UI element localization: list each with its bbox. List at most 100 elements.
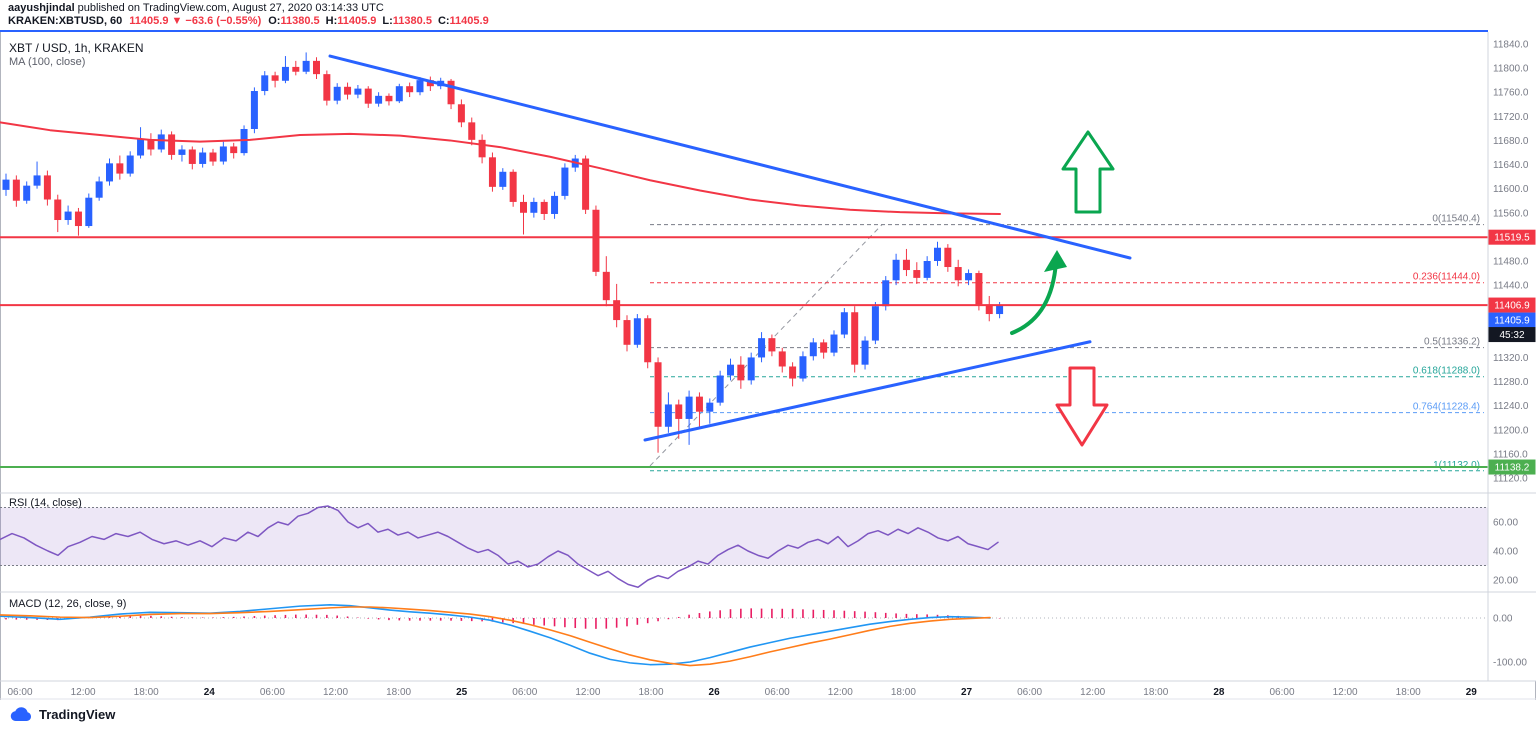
price-scale-labels[interactable]: 11840.0 11800.0 11760.0 11720.0 11680.0 11640… bbox=[1488, 40, 1536, 669]
svg-text:11560.0: 11560.0 bbox=[1493, 208, 1529, 219]
ma-legend-label[interactable]: MA (100, close) bbox=[9, 56, 86, 68]
svg-text:11480.0: 11480.0 bbox=[1493, 257, 1529, 268]
svg-text:11519.5: 11519.5 bbox=[1494, 233, 1530, 244]
svg-text:12:00: 12:00 bbox=[1080, 687, 1105, 698]
chart-top-border bbox=[0, 30, 1536, 32]
svg-text:60.00: 60.00 bbox=[1493, 518, 1518, 529]
svg-text:26: 26 bbox=[709, 687, 721, 698]
svg-text:11680.0: 11680.0 bbox=[1493, 136, 1529, 147]
low-value: 11380.5 bbox=[392, 15, 432, 27]
svg-text:20.00: 20.00 bbox=[1493, 576, 1518, 587]
footer: TradingView bbox=[0, 700, 1536, 729]
svg-text:0.5(11336.2): 0.5(11336.2) bbox=[1424, 337, 1480, 348]
svg-text:11840.0: 11840.0 bbox=[1493, 40, 1529, 51]
low-label: L: bbox=[382, 15, 393, 27]
header: aayushjindal published on TradingView.com… bbox=[0, 0, 1536, 30]
time-axis[interactable] bbox=[0, 681, 1488, 700]
main-series-title[interactable]: XBT / USD, 1h, KRAKEN bbox=[9, 41, 144, 55]
svg-text:11600.0: 11600.0 bbox=[1493, 184, 1529, 195]
author-name: aayushjindal bbox=[8, 2, 75, 14]
svg-text:06:00: 06:00 bbox=[765, 687, 790, 698]
down-arrow[interactable] bbox=[1055, 366, 1109, 447]
tradingview-logo-text[interactable]: TradingView bbox=[39, 707, 116, 722]
svg-text:06:00: 06:00 bbox=[1017, 687, 1042, 698]
close-value: 11405.9 bbox=[449, 15, 489, 27]
close-label: C: bbox=[437, 15, 450, 27]
curved-up-arrow[interactable] bbox=[1010, 260, 1058, 335]
svg-text:18:00: 18:00 bbox=[1143, 687, 1168, 698]
svg-text:-100.00: -100.00 bbox=[1493, 658, 1527, 669]
svg-text:45:32: 45:32 bbox=[1499, 330, 1524, 341]
svg-text:1(11132.0): 1(11132.0) bbox=[1433, 460, 1480, 471]
svg-text:11138.2: 11138.2 bbox=[1495, 463, 1530, 474]
svg-text:06:00: 06:00 bbox=[260, 687, 285, 698]
chart-canvas[interactable]: 0(11540.4) 0.236(11444.0) 0.5(11336.2) 0.61… bbox=[0, 30, 1536, 700]
macd-legend[interactable]: MACD (12, 26, close, 9) bbox=[9, 598, 126, 610]
svg-text:18:00: 18:00 bbox=[134, 687, 159, 698]
open-value: 11380.5 bbox=[280, 15, 320, 27]
chart-area[interactable]: 0(11540.4) 0.236(11444.0) 0.5(11336.2) 0.61… bbox=[0, 30, 1536, 700]
svg-text:12:00: 12:00 bbox=[71, 687, 96, 698]
svg-text:12:00: 12:00 bbox=[323, 687, 348, 698]
countdown-badge: 45:32 bbox=[1488, 327, 1536, 343]
macd-legend-label[interactable]: MACD (12, 26, close, 9) bbox=[9, 598, 127, 610]
curved-up-arrow-head[interactable] bbox=[1044, 250, 1067, 272]
svg-text:11240.0: 11240.0 bbox=[1493, 401, 1529, 412]
svg-text:11280.0: 11280.0 bbox=[1493, 377, 1529, 388]
ascending-support-trendline[interactable] bbox=[643, 340, 1092, 442]
svg-text:24: 24 bbox=[204, 687, 216, 698]
ma-100-line bbox=[0, 121, 1001, 215]
macd-panel bbox=[0, 603, 1488, 667]
price-line-badge: 11519.5 bbox=[1488, 229, 1536, 245]
svg-text:18:00: 18:00 bbox=[891, 687, 916, 698]
svg-text:0.00: 0.00 bbox=[1493, 614, 1513, 625]
svg-text:0.764(11228.4): 0.764(11228.4) bbox=[1413, 402, 1480, 413]
svg-text:28: 28 bbox=[1213, 687, 1225, 698]
last-price-badge: 11405.9 bbox=[1488, 312, 1536, 328]
svg-text:11320.0: 11320.0 bbox=[1493, 353, 1529, 364]
svg-text:06:00: 06:00 bbox=[1269, 687, 1294, 698]
svg-text:25: 25 bbox=[456, 687, 468, 698]
rsi-legend[interactable]: RSI (14, close) bbox=[9, 497, 82, 509]
svg-text:11120.0: 11120.0 bbox=[1493, 474, 1528, 485]
price-change: ▼ −63.6 (−0.55%) bbox=[171, 15, 262, 27]
svg-text:12:00: 12:00 bbox=[575, 687, 600, 698]
rsi-legend-label[interactable]: RSI (14, close) bbox=[9, 497, 82, 509]
ma-legend[interactable]: MA (100, close) bbox=[9, 56, 85, 68]
svg-text:11405.9: 11405.9 bbox=[1494, 316, 1530, 327]
high-label: H: bbox=[325, 15, 338, 27]
symbol-info-row: KRAKEN:XBTUSD, 60 11405.9 ▼ −63.6 (−0.55%)… bbox=[8, 15, 1528, 28]
descending-resistance-trendline[interactable] bbox=[328, 54, 1132, 260]
macd-signal-line bbox=[0, 606, 991, 667]
up-arrow[interactable] bbox=[1061, 130, 1115, 214]
price-line-badge: 11406.9 bbox=[1488, 297, 1536, 313]
svg-text:0(11540.4): 0(11540.4) bbox=[1432, 214, 1480, 225]
high-value: 11405.9 bbox=[337, 15, 377, 27]
svg-text:11720.0: 11720.0 bbox=[1493, 112, 1529, 123]
svg-text:11640.0: 11640.0 bbox=[1493, 160, 1529, 171]
candlestick-series bbox=[2, 52, 1004, 453]
svg-text:0.236(11444.0): 0.236(11444.0) bbox=[1413, 272, 1480, 283]
symbol-name: KRAKEN:XBTUSD, 60 bbox=[8, 15, 123, 27]
price-axis-bg bbox=[1488, 30, 1536, 681]
main-series-legend[interactable]: XBT / USD, 1h, KRAKEN bbox=[9, 41, 144, 55]
svg-text:0.618(11288.0): 0.618(11288.0) bbox=[1413, 366, 1480, 377]
svg-text:18:00: 18:00 bbox=[386, 687, 411, 698]
price-axis[interactable] bbox=[1489, 32, 1536, 681]
time-scale-labels[interactable]: 06:00 12:00 18:00 24 06:00 12:00 18:00 25 06:00 1… bbox=[7, 687, 1477, 698]
svg-text:11200.0: 11200.0 bbox=[1493, 425, 1529, 436]
svg-text:11440.0: 11440.0 bbox=[1493, 281, 1529, 292]
svg-text:18:00: 18:00 bbox=[638, 687, 663, 698]
svg-text:06:00: 06:00 bbox=[7, 687, 32, 698]
rsi-line bbox=[0, 505, 999, 588]
attribution: aayushjindal published on TradingView.com… bbox=[8, 2, 1528, 15]
svg-text:11760.0: 11760.0 bbox=[1493, 88, 1529, 99]
last-price-value: 11405.9 bbox=[129, 15, 169, 27]
tradingview-logo-icon[interactable] bbox=[10, 707, 32, 722]
svg-text:40.00: 40.00 bbox=[1493, 547, 1518, 558]
drawing-arrows[interactable] bbox=[1010, 130, 1115, 447]
price-line-badge: 11138.2 bbox=[1488, 459, 1536, 475]
svg-text:11406.9: 11406.9 bbox=[1494, 301, 1530, 312]
svg-text:29: 29 bbox=[1466, 687, 1478, 698]
